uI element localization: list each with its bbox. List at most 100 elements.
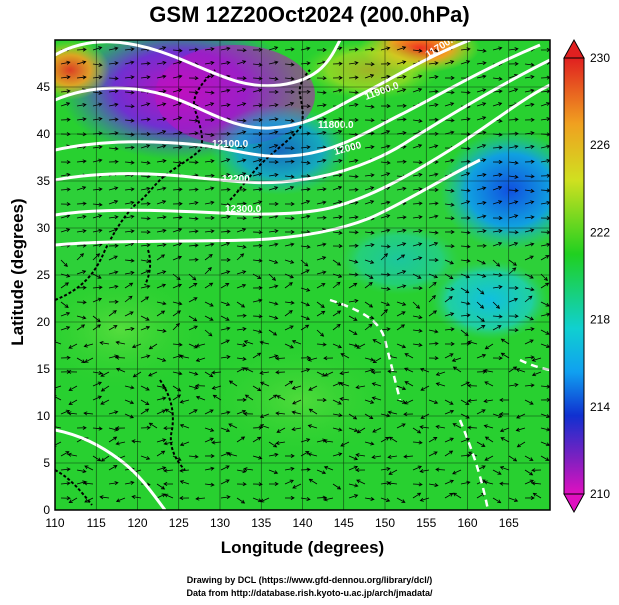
wind-arrow xyxy=(204,229,215,234)
wind-arrow xyxy=(412,172,423,177)
wind-arrow xyxy=(452,492,462,499)
wind-arrow xyxy=(92,324,102,331)
wind-arrow xyxy=(483,424,494,429)
wind-arrow xyxy=(435,382,446,387)
wind-arrow xyxy=(172,187,183,192)
wind-arrow xyxy=(292,483,302,489)
wind-arrow xyxy=(188,297,198,303)
wind-arrow xyxy=(115,355,126,360)
wind-arrow xyxy=(356,343,366,349)
wind-arrow xyxy=(268,452,279,457)
wind-arrow xyxy=(188,76,199,81)
wind-arrow xyxy=(92,297,103,303)
wind-arrow xyxy=(476,441,486,447)
wind-arrow xyxy=(420,385,430,391)
colorbar-tick-label: 226 xyxy=(590,138,610,152)
wind-arrow xyxy=(284,174,295,179)
wind-arrow xyxy=(396,284,407,289)
wind-arrow xyxy=(380,144,391,149)
wind-arrow xyxy=(508,285,519,291)
wind-arrow xyxy=(243,340,254,345)
wind-arrow xyxy=(195,357,206,362)
wind-arrow xyxy=(531,357,542,362)
wind-arrow xyxy=(108,299,119,304)
wind-arrow xyxy=(156,310,166,317)
wind-arrow xyxy=(348,343,359,348)
wind-arrow xyxy=(451,357,462,362)
wind-arrow xyxy=(492,216,503,221)
wind-arrow xyxy=(476,102,487,107)
wind-arrow xyxy=(83,343,94,348)
wind-arrow xyxy=(428,214,439,219)
wind-arrow xyxy=(364,47,375,52)
wind-arrow xyxy=(508,188,519,193)
wind-arrow xyxy=(476,200,487,205)
wind-arrow xyxy=(236,482,247,487)
wind-arrow xyxy=(428,48,439,53)
wind-arrow xyxy=(108,102,119,107)
wind-arrow xyxy=(252,76,263,81)
wind-arrow xyxy=(244,394,254,401)
wind-arrow xyxy=(387,410,398,415)
wind-arrow xyxy=(316,242,327,247)
wind-arrow xyxy=(220,315,230,321)
wind-arrow xyxy=(356,479,366,485)
wind-arrow xyxy=(220,427,231,433)
wind-arrow xyxy=(204,215,215,220)
wind-arrow xyxy=(220,270,231,275)
wind-arrow xyxy=(204,282,214,289)
wind-arrow xyxy=(156,254,166,261)
wind-arrow xyxy=(396,103,407,108)
wind-arrow xyxy=(476,144,487,149)
wind-arrow xyxy=(236,327,247,332)
wind-arrow xyxy=(348,144,359,149)
wind-arrow xyxy=(284,466,295,471)
wind-arrow xyxy=(435,371,446,376)
wind-arrow xyxy=(236,397,247,402)
wind-arrow xyxy=(156,228,167,233)
wind-arrow xyxy=(428,451,438,457)
wind-arrow xyxy=(140,61,151,66)
wind-arrow xyxy=(60,355,71,360)
wind-arrow xyxy=(108,117,119,122)
wind-arrow xyxy=(508,230,519,235)
wind-arrow xyxy=(236,130,247,135)
wind-arrow xyxy=(308,408,318,415)
wind-arrow xyxy=(220,46,231,51)
wind-arrow xyxy=(220,229,231,234)
wind-arrow xyxy=(508,267,517,275)
wind-arrow xyxy=(412,301,421,309)
wind-arrow xyxy=(316,301,325,308)
wind-arrow xyxy=(259,370,270,375)
wind-arrow xyxy=(76,469,87,474)
wind-arrow xyxy=(387,454,398,459)
wind-arrow xyxy=(340,441,350,447)
wind-arrow xyxy=(284,62,295,67)
wind-arrow xyxy=(220,479,230,485)
wind-arrow xyxy=(140,75,151,80)
wind-arrow xyxy=(348,494,359,499)
wind-arrow xyxy=(515,427,526,432)
wind-arrow xyxy=(508,328,519,333)
wind-arrow xyxy=(156,243,167,248)
wind-arrow xyxy=(412,74,423,79)
wind-arrow xyxy=(60,311,71,317)
wind-arrow xyxy=(188,187,199,192)
wind-arrow xyxy=(124,90,135,95)
wind-arrow xyxy=(252,215,263,220)
wind-arrow xyxy=(124,258,135,263)
wind-arrow xyxy=(60,202,71,207)
wind-arrow xyxy=(404,399,414,405)
wind-arrow xyxy=(316,215,327,220)
wind-arrow xyxy=(292,399,302,405)
wind-arrow xyxy=(364,243,375,248)
wind-arrow xyxy=(444,158,455,163)
wind-arrow xyxy=(252,88,263,93)
wind-arrow xyxy=(195,383,206,388)
wind-arrow xyxy=(156,466,167,471)
wind-arrow xyxy=(316,47,327,52)
wind-arrow xyxy=(500,338,510,345)
x-tick-label: 145 xyxy=(334,516,354,530)
wind-arrow xyxy=(60,75,71,80)
wind-arrow xyxy=(284,453,295,458)
